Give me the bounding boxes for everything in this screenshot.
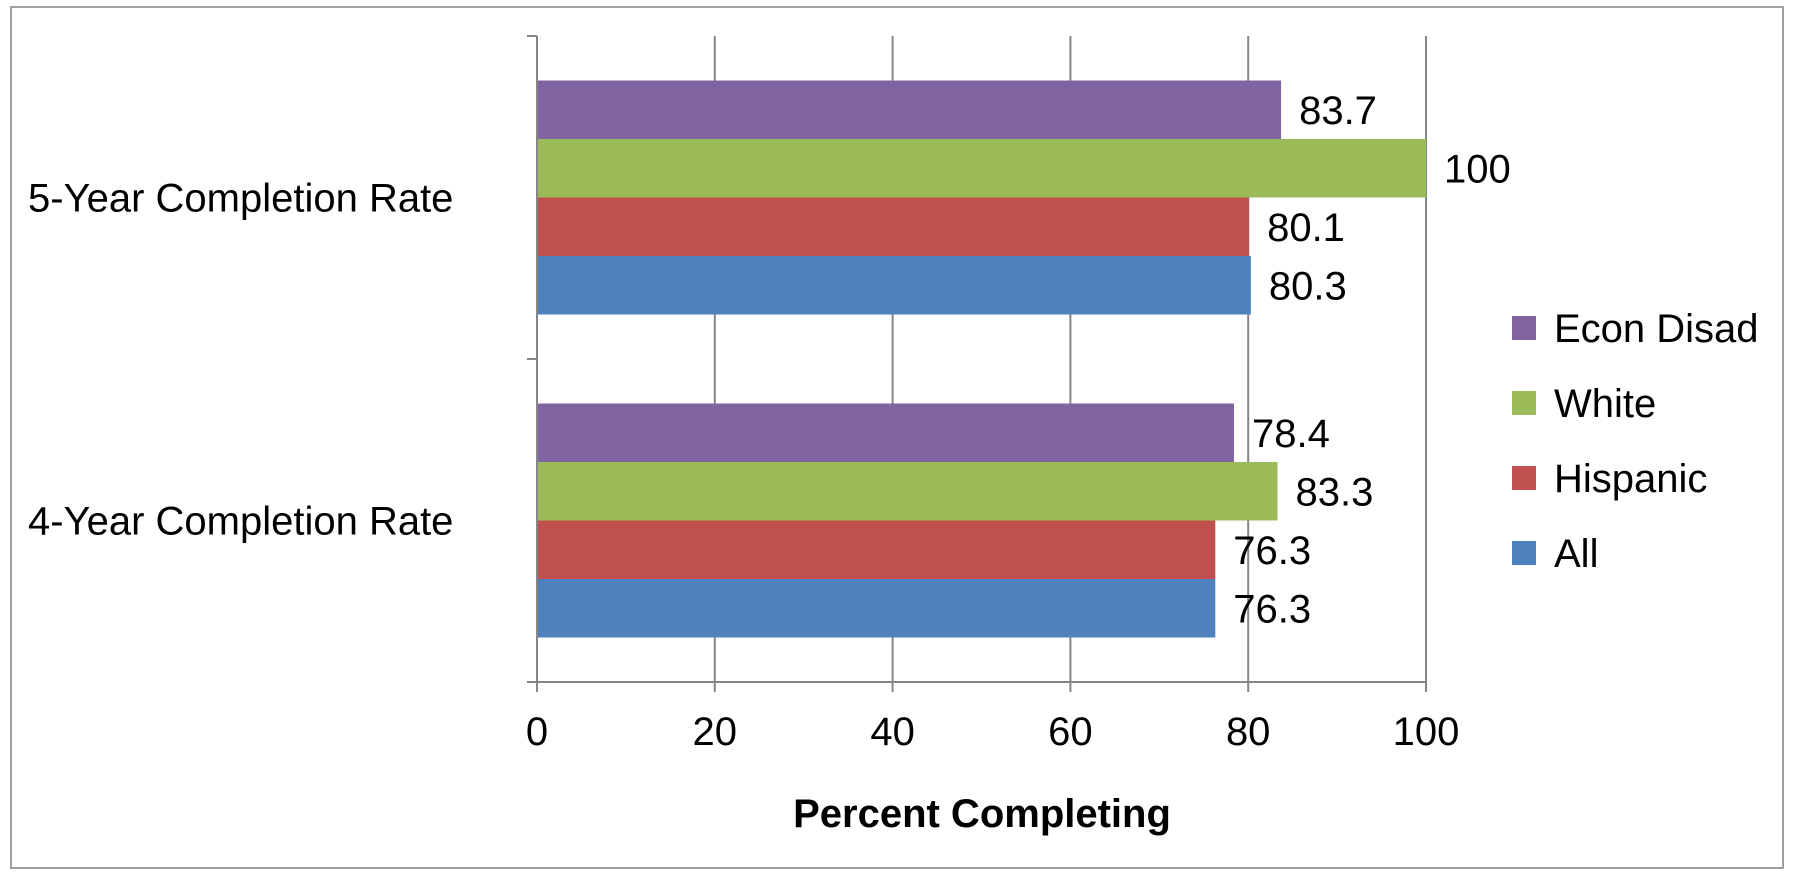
- legend-label: Econ Disad: [1554, 307, 1759, 351]
- x-tick-label: 60: [1048, 710, 1093, 754]
- category-label: 5-Year Completion Rate: [28, 177, 453, 221]
- data-label: 76.3: [1233, 529, 1311, 573]
- data-label: 100: [1444, 147, 1511, 191]
- legend-swatch: [1512, 541, 1536, 565]
- axis-layer: [527, 35, 1427, 692]
- x-tick-label: 20: [693, 710, 738, 754]
- x-tick-label: 40: [870, 710, 915, 754]
- bar: [537, 197, 1250, 256]
- data-label: 80.1: [1267, 206, 1345, 250]
- category-label: 4-Year Completion Rate: [28, 500, 453, 544]
- bar: [537, 403, 1234, 462]
- legend-swatch: [1512, 466, 1536, 490]
- x-axis-title: Percent Completing: [793, 792, 1171, 836]
- bar: [537, 579, 1216, 638]
- bar: [537, 256, 1251, 315]
- bar: [537, 139, 1426, 198]
- bar: [537, 520, 1216, 579]
- legend-label: Hispanic: [1554, 457, 1707, 501]
- bar: [537, 80, 1282, 139]
- x-tick-label: 100: [1393, 710, 1460, 754]
- data-label: 80.3: [1269, 264, 1347, 308]
- data-label: 83.7: [1299, 89, 1377, 133]
- x-tick-label: 80: [1226, 710, 1271, 754]
- labels-layer: 0 20 40 60 80 100 4-Year Completion Rate 76.3 76…: [28, 89, 1511, 754]
- legend-swatch: [1512, 316, 1536, 340]
- data-label: 78.4: [1252, 412, 1330, 456]
- data-label: 83.3: [1296, 470, 1374, 514]
- chart-frame: [10, 6, 1784, 869]
- legend-label: White: [1554, 382, 1656, 426]
- bars-layer: [537, 80, 1426, 638]
- legend-swatch: [1512, 391, 1536, 415]
- data-label: 76.3: [1233, 587, 1311, 631]
- x-tick-label: 0: [526, 710, 548, 754]
- legend: Econ Disad White Hispanic All: [1512, 307, 1759, 576]
- bar: [537, 462, 1278, 521]
- legend-label: All: [1554, 532, 1598, 576]
